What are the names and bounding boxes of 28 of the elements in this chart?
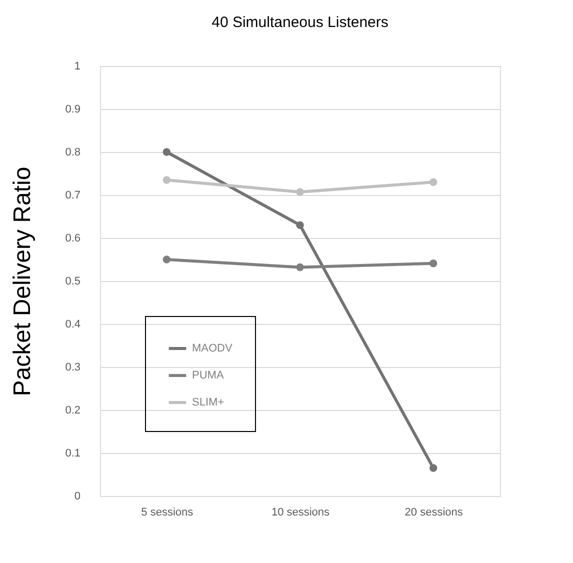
y-tick-label: 0.2	[65, 404, 80, 416]
y-tick-label: 0.9	[65, 104, 80, 116]
legend-label: PUMA	[192, 370, 224, 382]
y-tick-label: 1	[74, 60, 80, 72]
point	[429, 178, 438, 186]
point	[162, 256, 171, 264]
chart-title: 40 Simultaneous Listeners	[212, 14, 388, 31]
x-tick-label: 5 sessions	[141, 506, 194, 518]
y-tick-label: 0.7	[65, 190, 80, 202]
point	[162, 176, 171, 184]
point	[429, 464, 438, 472]
x-tick-label: 10 sessions	[271, 506, 330, 518]
point	[296, 221, 304, 229]
legend-label: SLIM+	[192, 396, 224, 408]
x-tick-label: 20 sessions	[404, 506, 464, 518]
y-tick-label: 0	[74, 490, 80, 502]
point	[296, 263, 304, 272]
y-tick-label: 0.6	[65, 232, 80, 244]
point	[162, 148, 171, 156]
y-tick-label: 0.5	[65, 276, 80, 288]
legend-label: MAODV	[192, 342, 233, 354]
y-tick-label: 0.3	[65, 362, 80, 374]
y-tick-label: 0.1	[65, 448, 80, 460]
y-tick-label: 0.4	[65, 318, 80, 330]
point	[429, 260, 438, 268]
point	[296, 188, 304, 196]
y-axis-title: Packet Delivery Ratio	[9, 166, 36, 396]
y-tick-label: 0.8	[65, 146, 80, 158]
